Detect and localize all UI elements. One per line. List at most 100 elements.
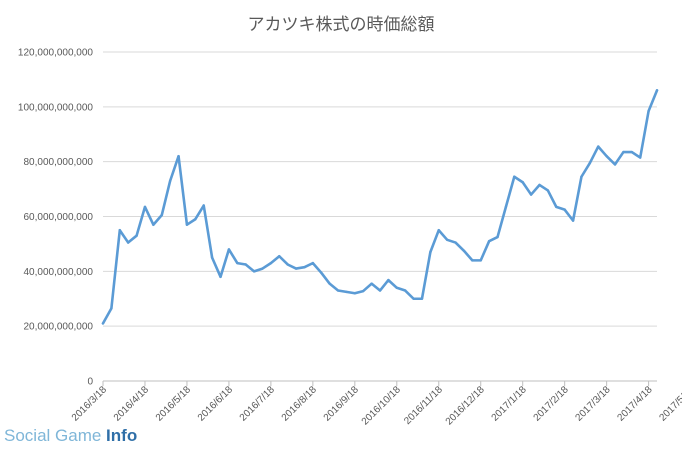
data-point [152,223,155,226]
data-point [529,193,533,196]
y-axis: 0 20,000,000,000 40,000,000,000 60,000,000,… [18,48,94,388]
series-group [101,89,659,325]
data-point [353,292,357,295]
x-tick-label: 2016/11/18 [402,384,445,427]
data-point [110,307,113,310]
data-point [563,208,566,211]
x-axis [102,380,657,386]
data-point [496,235,499,239]
data-point [160,213,163,217]
data-point [403,289,407,292]
data-point [437,229,440,232]
data-point [244,263,247,266]
watermark-logo: Social Game Info [4,424,137,448]
data-point [521,181,524,184]
watermark-text-strong: Info [106,426,138,445]
data-point [655,89,659,92]
data-point [462,249,466,252]
x-tick-label: 2017/5/18 [657,384,682,424]
data-point [278,255,281,258]
data-point [101,322,105,325]
x-tick-label: 2016/12/18 [444,384,487,427]
x-tick-label: 2016/5/18 [154,384,194,424]
x-tick-label: 2017/2/18 [532,384,572,424]
y-tick-label: 40,000,000,000 [23,267,93,278]
data-point [252,270,256,273]
data-point [227,248,231,251]
data-point [538,183,541,187]
data-point [320,271,323,274]
data-point [513,175,516,178]
y-tick-label: 0 [87,377,93,388]
data-point [580,175,583,178]
data-point [336,289,340,292]
data-point [126,241,130,244]
data-point [613,163,617,166]
data-point [370,282,373,285]
data-point [504,205,508,209]
y-tick-label: 120,000,000,000 [18,48,94,59]
x-tick-label: 2016/9/18 [322,384,362,424]
data-point [286,263,289,266]
data-point [479,259,482,262]
data-point [303,266,306,269]
y-tick-label: 100,000,000,000 [18,102,94,113]
data-point [429,250,432,254]
data-point [143,205,147,209]
data-point [261,267,264,270]
data-point [647,109,650,113]
data-point [454,241,457,244]
series-line [101,89,659,325]
data-point [194,218,197,221]
data-point [219,275,222,279]
data-point [639,156,642,159]
data-point [630,150,634,154]
x-tick-label: 2017/4/18 [615,384,655,424]
data-point [210,256,214,259]
data-point [546,189,550,192]
data-point [420,297,424,300]
data-point [571,219,575,222]
data-point [202,204,205,207]
x-tick-label: 2016/4/18 [112,384,152,424]
data-point [605,154,608,158]
x-tick-label: 2017/3/18 [574,384,614,424]
data-point [236,261,239,265]
data-point [168,179,172,183]
y-tick-label: 80,000,000,000 [23,157,93,168]
watermark-text-light: Social Game [4,426,107,445]
data-point [387,278,390,282]
data-point [395,286,398,289]
data-point [445,238,449,242]
gridlines [103,51,657,327]
data-point [487,239,491,243]
x-tick-label: 2016/10/18 [360,384,403,427]
x-axis-labels: 2016/3/18 2016/4/18 2016/5/18 2016/6/18 2016… [70,384,682,427]
data-point [328,282,331,285]
data-point [597,145,600,148]
data-point [294,267,298,270]
data-point [622,150,625,154]
x-tick-label: 2017/1/18 [490,384,530,424]
data-point [135,234,138,237]
data-point [588,161,592,165]
data-point [311,261,315,265]
data-point [378,289,382,292]
data-point [345,290,348,294]
x-tick-label: 2016/8/18 [280,384,320,424]
x-tick-label: 2016/7/18 [238,384,278,424]
data-point [362,289,365,293]
y-tick-label: 60,000,000,000 [23,212,93,223]
data-point [269,261,273,265]
y-tick-label: 20,000,000,000 [23,322,93,333]
data-point [118,229,121,232]
x-tick-label: 2016/6/18 [196,384,236,424]
chart-title: アカツキ株式の時価総額 [248,15,435,35]
data-point [412,297,415,300]
x-tick-label: 2016/3/18 [70,384,110,424]
data-point [185,223,189,226]
data-point [555,205,558,209]
data-point [471,259,474,262]
data-point [177,154,180,158]
